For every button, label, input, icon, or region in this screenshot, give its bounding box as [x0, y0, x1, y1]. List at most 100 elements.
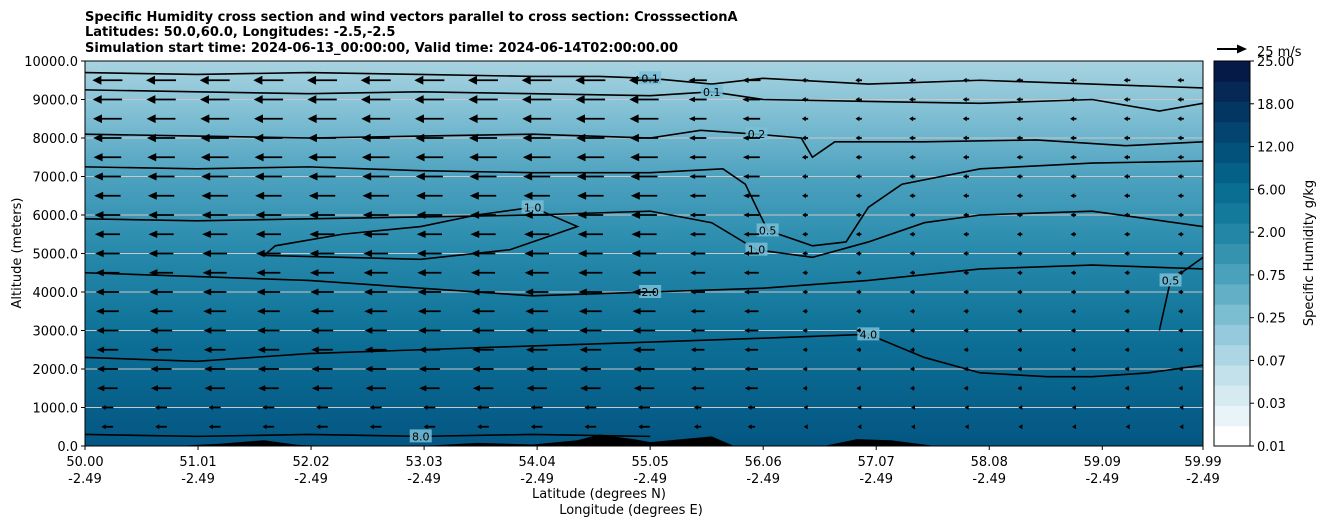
contour-label-bg	[700, 84, 723, 98]
wind-vector	[909, 135, 916, 141]
y-tick-label: 8000.0	[33, 132, 79, 147]
x-tick-label-lat: 56.06	[745, 455, 782, 470]
wind-vector	[690, 251, 706, 256]
contour-label-bg	[1159, 273, 1182, 287]
wind-vector	[856, 366, 861, 372]
wind-vector	[310, 269, 335, 277]
y-axis: 0.0 1000.0 2000.0 3000.0 4000.0 5000.0 6000.0 7…	[24, 55, 85, 455]
wind-vector	[148, 249, 174, 258]
wind-vector	[856, 347, 862, 353]
wind-vector	[362, 211, 389, 219]
wind-vector	[1017, 385, 1022, 391]
wind-vector	[631, 230, 657, 239]
wind-vector	[417, 249, 442, 258]
wind-vector	[146, 133, 176, 143]
wind-vector	[855, 231, 862, 237]
wind-vector	[962, 116, 970, 122]
wind-vector	[96, 346, 119, 354]
wind-vector	[1070, 154, 1077, 160]
colorbar-tick-label: 0.01	[1257, 440, 1286, 455]
wind-vector	[254, 172, 282, 181]
colorbar-segment	[1214, 425, 1250, 447]
wind-vector	[577, 211, 604, 219]
wind-vector	[962, 135, 970, 141]
wind-vector	[576, 153, 605, 162]
wind-vector	[203, 327, 226, 334]
wind-vector	[963, 231, 969, 237]
wind-vector	[690, 270, 706, 276]
contour-label-bg	[745, 127, 768, 141]
wind-vector	[690, 289, 705, 295]
wind-vector	[688, 96, 707, 103]
colorbar-tick-label: 25.00	[1257, 55, 1294, 70]
wind-vector	[1070, 366, 1076, 372]
wind-vector	[632, 288, 656, 296]
wind-vector	[909, 289, 915, 295]
wind-vector	[524, 230, 550, 239]
colorbar-segment	[1214, 243, 1250, 265]
wind-vector	[743, 212, 760, 218]
wind-vector	[360, 75, 391, 85]
wind-vector	[857, 424, 862, 430]
wind-vector	[257, 346, 280, 354]
wind-vector	[629, 95, 659, 104]
wind-vector	[93, 133, 122, 143]
wind-vector	[963, 366, 969, 372]
x-axis-label-lat: Latitude (degrees N)	[532, 487, 666, 502]
wind-vector	[468, 133, 498, 143]
wind-vector	[802, 289, 808, 295]
wind-vector	[362, 172, 390, 181]
wind-vector	[855, 77, 862, 83]
wind-vector	[1125, 424, 1130, 430]
wind-vector	[522, 153, 551, 162]
wind-vector	[208, 424, 221, 430]
wind-vector	[316, 405, 328, 410]
wind-vector	[963, 328, 969, 333]
wind-vector	[147, 172, 175, 181]
x-tick-label-lat: 54.04	[519, 455, 556, 470]
wind-vector	[201, 172, 229, 181]
wind-vector	[254, 133, 283, 143]
wind-vector	[1123, 135, 1131, 141]
wind-vector	[1071, 385, 1076, 391]
wind-vector	[1070, 174, 1077, 179]
wind-vector	[307, 133, 337, 143]
title-line-3: Simulation start time: 2024-06-13_00:00:…	[85, 41, 678, 56]
wind-vector	[743, 231, 760, 237]
colorbar-tick-label: 0.03	[1257, 397, 1286, 412]
wind-vector	[579, 327, 602, 334]
colorbar-segment	[1214, 324, 1250, 346]
wind-vector	[1124, 251, 1130, 256]
wind-vector	[472, 365, 494, 373]
wind-vector	[909, 308, 915, 314]
wind-vector	[1070, 347, 1076, 353]
wind-vector	[311, 365, 333, 373]
contour-label: 0.2	[748, 128, 766, 141]
wind-vector	[200, 95, 230, 104]
wind-vector	[311, 385, 333, 392]
plot-area: 0.10.10.20.51.01.02.04.00.58.0	[84, 60, 1204, 447]
wind-vector	[200, 114, 230, 124]
wind-vector	[855, 270, 862, 276]
wind-vector	[199, 75, 230, 85]
wind-vector	[255, 230, 281, 239]
wind-vector	[802, 251, 808, 256]
wind-vector	[801, 174, 808, 179]
wind-vector	[1178, 347, 1183, 353]
wind-vector	[202, 269, 227, 277]
wind-vector	[93, 153, 122, 162]
x-tick-label-lat: 53.03	[405, 455, 442, 470]
wind-vector	[155, 424, 167, 430]
wind-vector	[414, 75, 445, 85]
wind-vector	[203, 346, 226, 354]
wind-vector	[416, 211, 443, 219]
quiver-key: 25 m/s	[1217, 44, 1302, 60]
wind-vector	[96, 365, 118, 373]
wind-vector	[802, 385, 808, 391]
x-tick-label-lon: -2.49	[68, 472, 102, 487]
wind-vector	[253, 114, 283, 124]
wind-vector	[364, 327, 387, 334]
wind-vector	[691, 385, 705, 391]
x-tick-label-lat: 52.02	[292, 455, 329, 470]
wind-vector	[1018, 424, 1023, 430]
